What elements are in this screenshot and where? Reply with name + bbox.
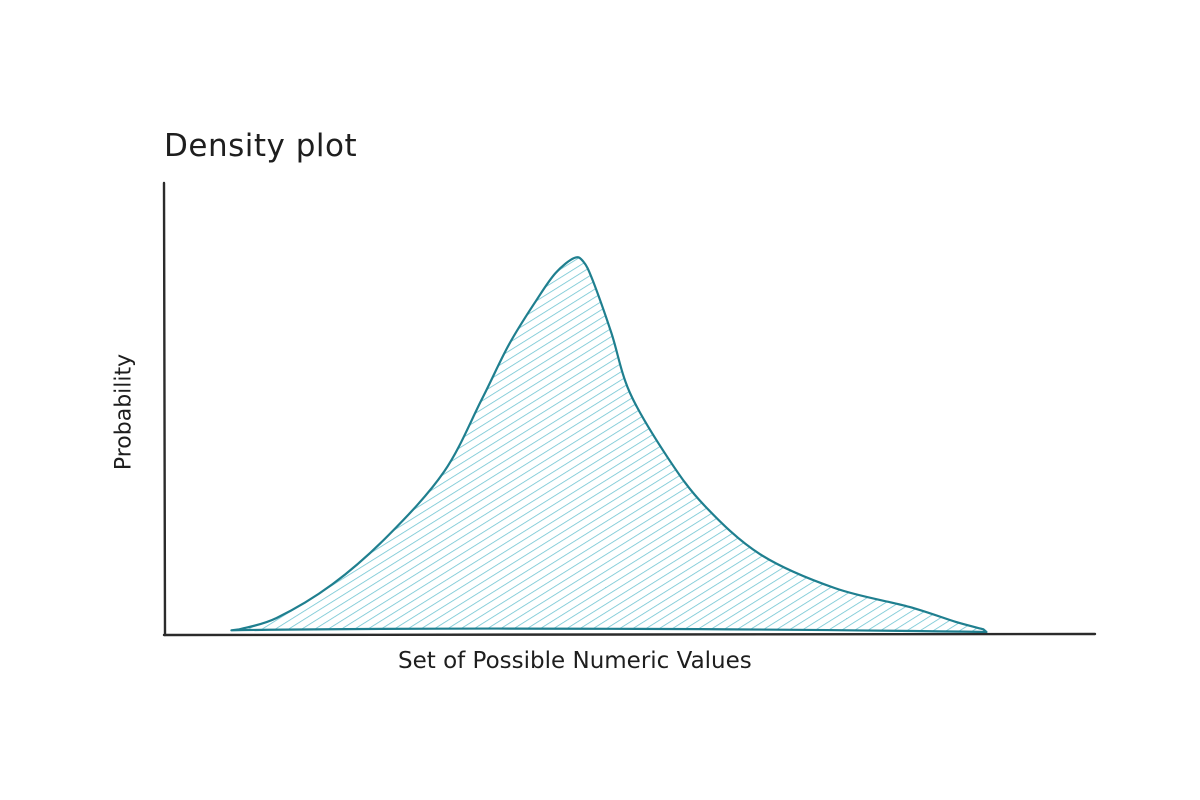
density-curve: [230, 256, 988, 634]
y-axis: [162, 181, 167, 637]
chart-title: Density plot: [164, 128, 358, 164]
x-axis: [162, 632, 1097, 637]
x-axis-label: Set of Possible Numeric Values: [398, 648, 752, 674]
density-area: [231, 257, 987, 632]
y-axis-label: Probability: [111, 353, 137, 471]
